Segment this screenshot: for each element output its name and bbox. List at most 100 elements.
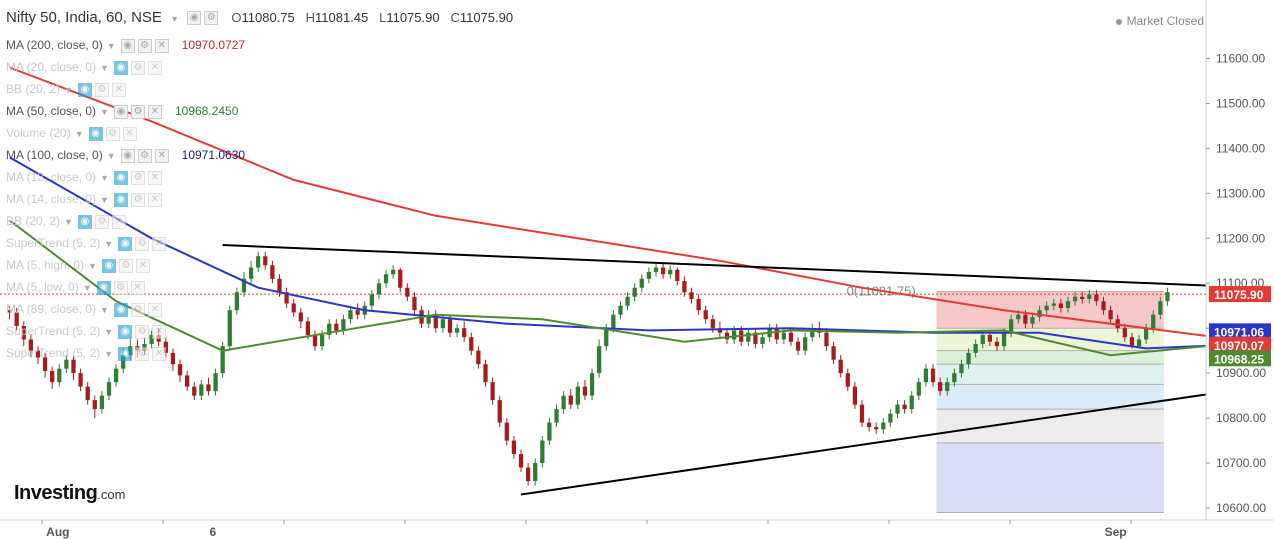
close-icon[interactable]: ✕ <box>154 38 169 53</box>
close-icon[interactable]: ✕ <box>147 104 162 119</box>
eye-icon[interactable]: ◉ <box>88 126 103 141</box>
indicator-row[interactable]: SuperTrend (5, 2) ▼ ◉ ⚙ ✕ <box>6 322 169 340</box>
chevron-down-icon[interactable]: ▼ <box>100 63 109 73</box>
y-tick-label: 10800.00 <box>1216 411 1266 425</box>
gear-icon[interactable]: ⚙ <box>130 170 145 185</box>
close-icon[interactable]: ✕ <box>147 192 162 207</box>
indicator-row[interactable]: MA (200, close, 0) ▼ ◉ ⚙ ✕ 10970.0727 <box>6 36 245 54</box>
eye-icon[interactable]: ◉ <box>120 148 135 163</box>
candle-body <box>277 278 282 293</box>
gear-icon[interactable]: ⚙ <box>94 214 109 229</box>
indicator-row[interactable]: MA (14, close, 0) ▼ ◉ ⚙ ✕ <box>6 190 165 208</box>
chevron-down-icon[interactable]: ▼ <box>100 107 109 117</box>
chevron-down-icon[interactable]: ▼ <box>100 173 109 183</box>
close-icon[interactable]: ✕ <box>152 324 167 339</box>
eye-icon[interactable]: ◉ <box>101 258 116 273</box>
candle-body <box>547 422 552 441</box>
indicator-row[interactable]: MA (5, high, 0) ▼ ◉ ⚙ ✕ <box>6 256 153 274</box>
y-tick-label: 10700.00 <box>1216 456 1266 470</box>
chevron-down-icon[interactable]: ▼ <box>82 283 92 293</box>
chevron-down-icon[interactable]: ▼ <box>106 41 116 51</box>
candle-body <box>1094 294 1099 302</box>
eye-icon[interactable]: ◉ <box>77 82 92 97</box>
candle-body <box>462 328 467 338</box>
gear-icon[interactable]: ⚙ <box>118 258 133 273</box>
eye-icon[interactable]: ◉ <box>113 60 128 75</box>
fib-zone <box>936 409 1164 443</box>
gear-icon[interactable]: ⚙ <box>94 82 109 97</box>
indicator-label: MA (5, high, 0) <box>6 258 85 272</box>
chevron-down-icon[interactable]: ▼ <box>104 239 114 249</box>
indicator-row[interactable]: MA (89, close, 0) ▼ ◉ ⚙ ✕ <box>6 300 165 318</box>
eye-icon[interactable]: ◉ <box>113 170 128 185</box>
eye-icon[interactable]: ◉ <box>113 192 128 207</box>
gear-icon[interactable]: ⚙ <box>204 11 219 26</box>
gear-icon[interactable]: ⚙ <box>130 302 145 317</box>
candle-body <box>582 386 588 396</box>
indicator-row[interactable]: MA (5, low, 0) ▼ ◉ ⚙ ✕ <box>6 278 148 296</box>
close-icon[interactable]: ✕ <box>147 60 162 75</box>
candle-body <box>881 422 886 430</box>
gear-icon[interactable]: ⚙ <box>113 280 128 295</box>
gear-icon[interactable]: ⚙ <box>135 236 150 251</box>
eye-icon[interactable]: ◉ <box>113 104 128 119</box>
indicator-row[interactable]: SuperTrend (5, 2) ▼ ◉ ⚙ ✕ <box>6 234 169 252</box>
gear-icon[interactable]: ⚙ <box>130 192 145 207</box>
close-icon[interactable]: ✕ <box>147 170 162 185</box>
candle-body <box>1080 296 1085 299</box>
close-icon[interactable]: ✕ <box>130 280 145 295</box>
chevron-down-icon[interactable]: ▼ <box>88 261 97 271</box>
chevron-down-icon[interactable]: ▼ <box>100 195 109 205</box>
chevron-down-icon[interactable]: ▼ <box>170 14 180 24</box>
gear-icon[interactable]: ⚙ <box>105 126 120 141</box>
candle-body <box>312 334 318 347</box>
close-icon[interactable]: ✕ <box>122 126 137 141</box>
chevron-down-icon[interactable]: ▼ <box>64 217 73 227</box>
eye-icon[interactable]: ◉ <box>118 236 133 251</box>
candle-body <box>170 352 176 365</box>
close-icon[interactable]: ✕ <box>152 236 167 251</box>
fib-zone <box>936 442 1164 513</box>
close-icon[interactable]: ✕ <box>111 82 126 97</box>
indicator-row[interactable]: MA (20, close, 0) ▼ ◉ ⚙ ✕ <box>6 58 165 76</box>
indicator-row[interactable]: SuperTrend (5, 2) ▼ ◉ ⚙ ✕ <box>6 344 169 362</box>
symbol-title[interactable]: Nifty 50, India, 60, NSE <box>6 9 162 26</box>
chevron-down-icon[interactable]: ▼ <box>104 349 114 359</box>
eye-icon[interactable]: ◉ <box>118 346 133 361</box>
indicator-row[interactable]: BB (20, 2) ▼ ◉ ⚙ ✕ <box>6 80 129 98</box>
indicator-row[interactable]: MA (100, close, 0) ▼ ◉ ⚙ ✕ 10971.0630 <box>6 146 245 164</box>
close-icon[interactable]: ✕ <box>147 302 162 317</box>
candle-body <box>504 422 509 441</box>
indicator-row[interactable]: BB (20, 2) ▼ ◉ ⚙ ✕ <box>6 212 129 230</box>
eye-icon[interactable]: ◉ <box>120 38 135 53</box>
candle-body <box>348 310 353 320</box>
close-icon[interactable]: ✕ <box>111 214 126 229</box>
candle-body <box>930 368 936 383</box>
candle-body <box>319 334 325 347</box>
indicator-row[interactable]: Volume (20) ▼ ◉ ⚙ ✕ <box>6 124 140 142</box>
gear-icon[interactable]: ⚙ <box>130 60 145 75</box>
eye-icon[interactable]: ◉ <box>187 11 202 26</box>
close-icon[interactable]: ✕ <box>152 346 167 361</box>
gear-icon[interactable]: ⚙ <box>137 38 152 53</box>
chevron-down-icon[interactable]: ▼ <box>104 327 114 337</box>
close-icon[interactable]: ✕ <box>135 258 150 273</box>
gear-icon[interactable]: ⚙ <box>130 104 145 119</box>
chevron-down-icon[interactable]: ▼ <box>100 305 109 315</box>
close-icon[interactable]: ✕ <box>154 148 169 163</box>
gear-icon[interactable]: ⚙ <box>137 148 152 163</box>
indicator-row[interactable]: MA (13, close, 0) ▼ ◉ ⚙ ✕ <box>6 168 165 186</box>
indicator-row[interactable]: MA (50, close, 0) ▼ ◉ ⚙ ✕ 10968.2450 <box>6 102 238 120</box>
eye-icon[interactable]: ◉ <box>77 214 92 229</box>
gear-icon[interactable]: ⚙ <box>135 346 150 361</box>
eye-icon[interactable]: ◉ <box>96 280 111 295</box>
chevron-down-icon[interactable]: ▼ <box>74 129 84 139</box>
gear-icon[interactable]: ⚙ <box>135 324 150 339</box>
chevron-down-icon[interactable]: ▼ <box>64 85 73 95</box>
chevron-down-icon[interactable]: ▼ <box>106 151 116 161</box>
eye-icon[interactable]: ◉ <box>113 302 128 317</box>
eye-icon[interactable]: ◉ <box>118 324 133 339</box>
candle-body <box>305 321 311 335</box>
indicator-label: MA (13, close, 0) <box>6 170 97 184</box>
